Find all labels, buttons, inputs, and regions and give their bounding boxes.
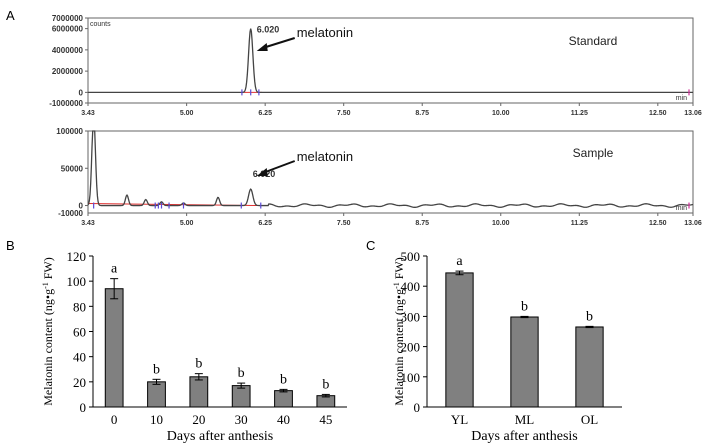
x-tick-label: 40 bbox=[277, 412, 290, 427]
x-tick-label: 12.50 bbox=[649, 220, 667, 227]
y-tick-label: 80 bbox=[73, 299, 86, 314]
significance-letter: a bbox=[456, 254, 463, 269]
y-tick-label: 0 bbox=[80, 400, 87, 415]
y-tick-label: 100 bbox=[67, 274, 87, 289]
significance-letter: b bbox=[280, 372, 287, 387]
bar bbox=[445, 272, 474, 408]
chromatogram-sample: 3.43 5.00 6.25 7.50 8.75 10.00 11.25 12.50 13.06… bbox=[56, 127, 702, 227]
significance-letter: b bbox=[238, 366, 245, 381]
y-tick-label: 500 bbox=[401, 249, 421, 264]
significance-letter: b bbox=[521, 299, 528, 314]
y-tick-label: 6000000 bbox=[52, 25, 84, 34]
y-tick-label: 50000 bbox=[61, 164, 84, 173]
bar bbox=[274, 390, 293, 408]
x-tick-label: 6.25 bbox=[258, 220, 272, 227]
x-unit-label: min bbox=[676, 95, 687, 102]
x-unit-label: min bbox=[676, 205, 687, 212]
x-tick-label: 11.25 bbox=[571, 110, 588, 117]
y-tick-label: 0 bbox=[79, 88, 84, 97]
significance-letter: b bbox=[322, 377, 329, 392]
panel-label-c: C bbox=[366, 238, 375, 253]
annotation-arrow bbox=[262, 160, 296, 174]
chart-title: Standard bbox=[569, 34, 618, 48]
y-tick-label: 100 bbox=[401, 370, 421, 385]
y-tick-label: 200 bbox=[401, 340, 421, 355]
y-tick-label: 400 bbox=[401, 279, 421, 294]
y-tick-label: 0 bbox=[79, 202, 84, 211]
bar bbox=[147, 381, 166, 408]
x-tick-label: 0 bbox=[111, 412, 118, 427]
annotation-arrow bbox=[262, 37, 296, 49]
annotation-label: melatonin bbox=[297, 149, 353, 164]
x-tick-label: 3.43 bbox=[81, 220, 95, 227]
significance-letter: b bbox=[153, 362, 160, 377]
x-tick-label: 5.00 bbox=[180, 220, 194, 227]
bar bbox=[510, 316, 539, 408]
y-tick-label: 60 bbox=[73, 325, 86, 340]
y-tick-label: 0 bbox=[414, 400, 421, 415]
x-tick-label: 8.75 bbox=[415, 110, 429, 117]
chart-title: Sample bbox=[573, 146, 614, 160]
x-tick-label: YL bbox=[451, 412, 468, 427]
y-tick-label: 20 bbox=[73, 375, 86, 390]
y-tick-label: 100000 bbox=[56, 127, 83, 136]
y-tick-label: 120 bbox=[67, 249, 87, 264]
x-axis-label: Days after anthesis bbox=[471, 429, 578, 444]
y-tick-label: 2000000 bbox=[52, 67, 84, 76]
x-tick-label: 30 bbox=[235, 412, 248, 427]
x-tick-label: 13.06 bbox=[684, 220, 702, 227]
y-tick-label: -1000000 bbox=[49, 99, 83, 108]
bar bbox=[231, 385, 251, 408]
x-tick-label: OL bbox=[581, 412, 598, 427]
bar bbox=[575, 326, 604, 408]
x-tick-label: 11.25 bbox=[571, 220, 588, 227]
y-axis-label: Melatonin content (ng•g-1 FW) bbox=[392, 257, 406, 406]
x-tick-label: 5.00 bbox=[180, 110, 194, 117]
peak-rt-label: 6.020 bbox=[257, 25, 280, 35]
bar bbox=[104, 288, 124, 408]
significance-letter: b bbox=[586, 309, 593, 324]
x-tick-label: 6.25 bbox=[258, 110, 272, 117]
panel-label-a: A bbox=[6, 8, 15, 23]
y-tick-label: 4000000 bbox=[52, 46, 84, 55]
x-tick-label: 3.43 bbox=[81, 110, 95, 117]
x-tick-label: 10.00 bbox=[492, 220, 510, 227]
x-tick-label: 10.00 bbox=[492, 110, 510, 117]
bar bbox=[189, 376, 209, 408]
annotation-arrowhead bbox=[256, 168, 268, 176]
chromatogram-standard: 3.43 5.00 6.25 7.50 8.75 10.00 11.25 12.50 13.06… bbox=[49, 14, 702, 117]
bar-chart-days: 0 20 40 60 80 100 120 a 0 b 10 b 20 b 30 b 40 b 45 Days aft… bbox=[41, 249, 347, 444]
chromatogram-trace bbox=[87, 130, 694, 208]
x-axis-label: Days after anthesis bbox=[167, 429, 274, 444]
y-tick-label: 40 bbox=[73, 350, 86, 365]
y-axis-label: Melatonin content (ng•g-1 FW) bbox=[41, 257, 55, 406]
x-tick-label: 12.50 bbox=[649, 110, 667, 117]
x-tick-label: 7.50 bbox=[337, 220, 351, 227]
plot-frame bbox=[87, 17, 694, 104]
annotation-arrowhead bbox=[256, 43, 268, 51]
x-tick-label: 13.06 bbox=[684, 110, 702, 117]
y-tick-label: -10000 bbox=[58, 209, 83, 218]
x-tick-label: 20 bbox=[192, 412, 205, 427]
x-tick-label: 45 bbox=[319, 412, 332, 427]
counts-label: counts bbox=[90, 21, 111, 28]
y-tick-label: 300 bbox=[401, 309, 421, 324]
significance-letter: a bbox=[111, 262, 118, 277]
panel-label-b: B bbox=[6, 238, 15, 253]
chromatogram-trace bbox=[88, 28, 693, 94]
x-tick-label: ML bbox=[515, 412, 535, 427]
plot-frame bbox=[87, 130, 694, 214]
x-tick-label: 10 bbox=[150, 412, 163, 427]
annotation-label: melatonin bbox=[297, 25, 353, 40]
y-tick-label: 7000000 bbox=[52, 14, 84, 23]
x-tick-label: 8.75 bbox=[415, 220, 429, 227]
x-tick-label: 7.50 bbox=[337, 110, 351, 117]
significance-letter: b bbox=[195, 357, 202, 372]
